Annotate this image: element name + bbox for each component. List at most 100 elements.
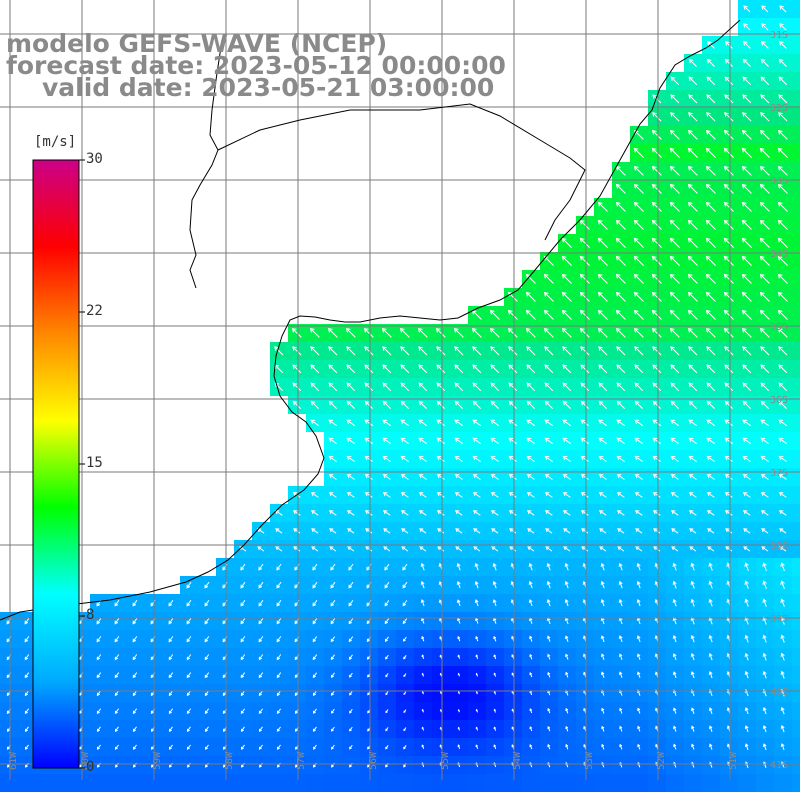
wind-arrow [633, 327, 644, 338]
wind-arrow [292, 364, 302, 374]
wind-arrow [670, 492, 679, 498]
speed-cell [792, 522, 800, 540]
wind-arrow [526, 473, 535, 480]
wind-arrow [780, 616, 785, 625]
wind-arrow [420, 599, 425, 607]
wind-arrow [456, 581, 461, 589]
speed-cell [792, 504, 800, 522]
wind-arrow [435, 327, 446, 338]
wind-arrow [688, 94, 698, 104]
wind-arrow [598, 492, 607, 498]
wind-arrow [312, 708, 317, 714]
wind-arrow [743, 5, 751, 13]
wind-arrow [601, 743, 605, 750]
wind-arrow [276, 744, 281, 750]
wind-arrow [672, 653, 677, 661]
wind-arrow [457, 726, 460, 731]
wind-arrow [383, 546, 391, 552]
wind-arrow [669, 291, 680, 302]
wind-arrow [634, 510, 643, 516]
wind-arrow [529, 635, 533, 642]
wind-arrow [348, 636, 354, 643]
wind-arrow [456, 562, 461, 571]
wind-arrow [672, 580, 677, 589]
wind-arrow [457, 672, 460, 677]
wind-arrow [526, 400, 535, 409]
wind-arrow [310, 364, 320, 374]
wind-arrow [670, 94, 680, 104]
speed-cell [630, 774, 648, 792]
wind-arrow [311, 546, 319, 552]
wind-arrow [670, 419, 680, 427]
wind-arrow [472, 510, 481, 516]
wind-arrow [204, 636, 210, 643]
wind-arrow [204, 581, 210, 589]
wind-arrow [511, 726, 515, 731]
wind-arrow [400, 510, 409, 516]
wind-arrow [709, 743, 713, 750]
speed-cell [414, 774, 432, 792]
wind-arrow [490, 419, 500, 427]
wind-arrow [705, 183, 716, 194]
wind-arrow [508, 455, 517, 463]
wind-arrow [562, 382, 572, 392]
speed-cell [288, 774, 306, 792]
wind-arrow [652, 492, 661, 498]
wind-arrow [742, 382, 752, 392]
wind-arrow [400, 346, 410, 356]
wind-arrow [580, 400, 589, 409]
wind-arrow [687, 255, 698, 266]
wind-arrow [707, 528, 715, 534]
wind-arrow [511, 672, 515, 677]
speed-cell [360, 774, 378, 792]
wind-arrow [258, 654, 264, 661]
wind-arrow [637, 743, 641, 750]
wind-arrow [382, 400, 391, 409]
wind-arrow [402, 581, 408, 589]
wind-arrow [652, 382, 662, 392]
wind-arrow [651, 165, 662, 176]
colorbar-ramp [32, 159, 80, 769]
wind-arrow [493, 635, 497, 642]
wind-arrow [454, 400, 463, 409]
wind-arrow [705, 201, 716, 212]
wind-arrow [493, 672, 497, 677]
wind-arrow [777, 291, 788, 302]
wind-arrow [96, 726, 101, 732]
wind-arrow [581, 546, 589, 552]
wind-arrow [778, 473, 787, 480]
wind-arrow [309, 327, 320, 338]
wind-arrow [331, 744, 335, 750]
wind-arrow [472, 492, 481, 498]
wind-arrow [525, 327, 536, 338]
wind-arrow [565, 671, 569, 678]
wind-arrow [364, 437, 374, 445]
wind-arrow [544, 364, 554, 374]
wind-arrow [778, 400, 787, 409]
wind-arrow [562, 510, 571, 516]
lat-label: 38S [770, 541, 788, 552]
wind-arrow [760, 492, 769, 498]
wind-arrow [528, 580, 533, 589]
wind-arrow [544, 492, 553, 498]
wind-arrow [744, 598, 749, 607]
wind-arrow [724, 94, 734, 104]
wind-arrow [705, 309, 716, 320]
speed-cell [54, 774, 72, 792]
wind-arrow [687, 291, 698, 302]
wind-arrow [258, 672, 264, 679]
wind-arrow [258, 636, 264, 643]
wind-arrow [186, 581, 192, 589]
speed-cell [792, 432, 800, 450]
wind-arrow [257, 528, 265, 534]
wind-arrow [741, 237, 752, 248]
speed-cell [792, 468, 800, 486]
wind-arrow [780, 652, 785, 661]
wind-arrow [691, 725, 695, 732]
wind-arrow [598, 364, 608, 374]
wind-arrow [564, 599, 569, 607]
speed-cell [648, 774, 666, 792]
wind-arrow [489, 327, 500, 338]
speed-cell [576, 774, 594, 792]
wind-arrow [421, 744, 425, 749]
